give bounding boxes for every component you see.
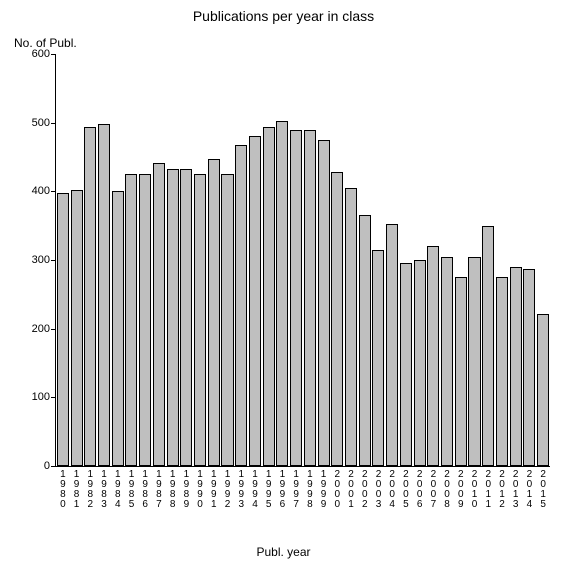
bar bbox=[112, 191, 124, 466]
bar bbox=[318, 140, 330, 466]
xtick-label: 1999 bbox=[319, 470, 329, 510]
xtick-label: 2000 bbox=[332, 470, 342, 510]
xtick-label: 2009 bbox=[456, 470, 466, 510]
xtick-label: 1990 bbox=[195, 470, 205, 510]
bar bbox=[71, 190, 83, 466]
bar bbox=[510, 267, 522, 466]
bar bbox=[455, 277, 467, 466]
bar bbox=[400, 263, 412, 466]
xtick-label: 1995 bbox=[264, 470, 274, 510]
bar bbox=[98, 124, 110, 466]
bar bbox=[125, 174, 137, 466]
bar bbox=[372, 250, 384, 466]
xtick-label: 2005 bbox=[401, 470, 411, 510]
ytick-mark bbox=[51, 191, 56, 192]
ytick-mark bbox=[51, 123, 56, 124]
xtick-label: 2006 bbox=[415, 470, 425, 510]
bar bbox=[153, 163, 165, 466]
bar bbox=[386, 224, 398, 466]
xtick-label: 1985 bbox=[126, 470, 136, 510]
xtick-label: 1988 bbox=[168, 470, 178, 510]
x-axis-title: Publ. year bbox=[0, 545, 567, 559]
bar bbox=[221, 174, 233, 466]
xtick-label: 2010 bbox=[470, 470, 480, 510]
xtick-label: 1986 bbox=[140, 470, 150, 510]
xtick-label: 1992 bbox=[223, 470, 233, 510]
xtick-label: 1998 bbox=[305, 470, 315, 510]
ytick-label: 300 bbox=[32, 254, 50, 266]
bar bbox=[167, 169, 179, 466]
bar bbox=[57, 193, 69, 466]
ytick-label: 100 bbox=[32, 391, 50, 403]
bar bbox=[249, 136, 261, 466]
ytick-mark bbox=[51, 260, 56, 261]
bar bbox=[496, 277, 508, 466]
xtick-label: 1982 bbox=[85, 470, 95, 510]
bar bbox=[359, 215, 371, 466]
bar bbox=[304, 130, 316, 466]
bar bbox=[482, 226, 494, 466]
bar bbox=[84, 127, 96, 466]
bar bbox=[523, 269, 535, 466]
xtick-label: 2012 bbox=[497, 470, 507, 510]
xtick-label: 1997 bbox=[291, 470, 301, 510]
bar bbox=[345, 188, 357, 466]
xtick-label: 2014 bbox=[524, 470, 534, 510]
xtick-label: 1987 bbox=[154, 470, 164, 510]
xtick-label: 1996 bbox=[277, 470, 287, 510]
xtick-label: 1984 bbox=[113, 470, 123, 510]
xtick-label: 1980 bbox=[58, 470, 68, 510]
xtick-label: 2002 bbox=[360, 470, 370, 510]
bar bbox=[290, 130, 302, 466]
xtick-label: 1991 bbox=[209, 470, 219, 510]
xtick-label: 2007 bbox=[428, 470, 438, 510]
ytick-label: 200 bbox=[32, 323, 50, 335]
ytick-label: 600 bbox=[32, 48, 50, 60]
chart-container: Publications per year in class No. of Pu… bbox=[0, 0, 567, 567]
xtick-label: 2013 bbox=[511, 470, 521, 510]
xtick-label: 1993 bbox=[236, 470, 246, 510]
ytick-label: 0 bbox=[44, 460, 50, 472]
bar bbox=[441, 257, 453, 466]
xtick-label: 1983 bbox=[99, 470, 109, 510]
bar bbox=[331, 172, 343, 466]
plot-area: 0100200300400500600198019811982198319841… bbox=[55, 54, 550, 467]
xtick-label: 1981 bbox=[72, 470, 82, 510]
bar bbox=[468, 257, 480, 466]
bar bbox=[427, 246, 439, 466]
xtick-label: 2011 bbox=[483, 470, 493, 510]
chart-title: Publications per year in class bbox=[0, 8, 567, 24]
ytick-mark bbox=[51, 397, 56, 398]
bar bbox=[139, 174, 151, 466]
ytick-mark bbox=[51, 466, 56, 467]
ytick-label: 400 bbox=[32, 185, 50, 197]
ytick-label: 500 bbox=[32, 117, 50, 129]
xtick-label: 2015 bbox=[538, 470, 548, 510]
ytick-mark bbox=[51, 329, 56, 330]
xtick-label: 2003 bbox=[373, 470, 383, 510]
bar bbox=[263, 127, 275, 466]
bar bbox=[194, 174, 206, 466]
xtick-label: 2008 bbox=[442, 470, 452, 510]
xtick-label: 2004 bbox=[387, 470, 397, 510]
bar bbox=[414, 260, 426, 466]
bar bbox=[276, 121, 288, 466]
xtick-label: 1989 bbox=[181, 470, 191, 510]
bar bbox=[235, 145, 247, 466]
bar bbox=[537, 314, 549, 466]
xtick-label: 1994 bbox=[250, 470, 260, 510]
bar bbox=[180, 169, 192, 466]
bar bbox=[208, 159, 220, 466]
ytick-mark bbox=[51, 54, 56, 55]
xtick-label: 2001 bbox=[346, 470, 356, 510]
